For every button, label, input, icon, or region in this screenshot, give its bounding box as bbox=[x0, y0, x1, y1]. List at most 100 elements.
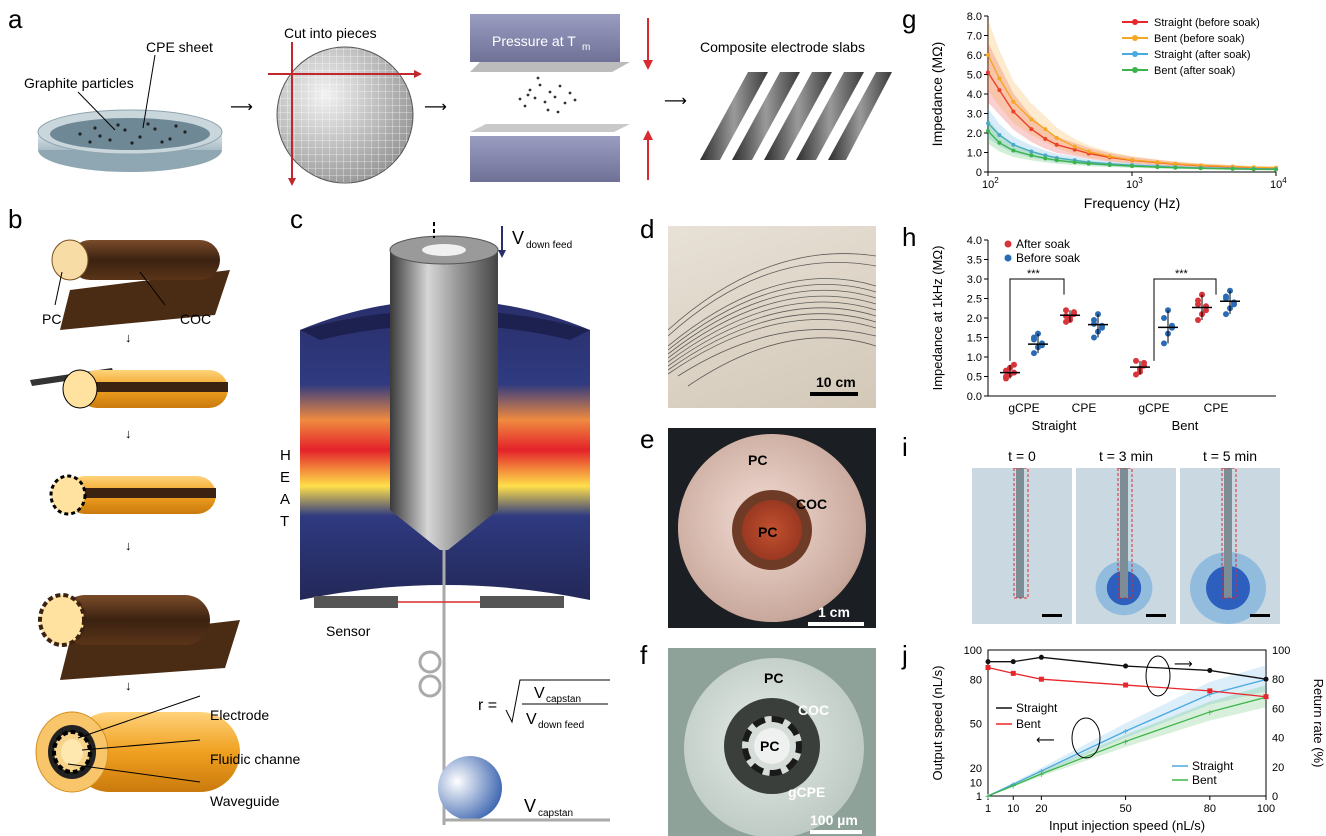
x-axis-label: Input injection speed (nL/s) bbox=[1049, 818, 1205, 833]
data-point bbox=[1263, 676, 1269, 682]
svg-text:H: H bbox=[280, 447, 291, 464]
data-point bbox=[1161, 315, 1167, 321]
data-point bbox=[1031, 336, 1037, 343]
scalebar-f: 100 µm bbox=[810, 812, 858, 828]
data-point bbox=[1231, 301, 1237, 308]
legend-marker-1 bbox=[1132, 35, 1138, 41]
data-point bbox=[997, 132, 1002, 137]
data-point bbox=[1173, 161, 1178, 166]
legend-label-3: Bent (after soak) bbox=[1154, 65, 1235, 77]
data-point bbox=[1011, 109, 1016, 114]
svg-text:V: V bbox=[512, 228, 524, 248]
label-cut-pieces: Cut into pieces bbox=[284, 25, 377, 41]
data-point bbox=[1086, 161, 1091, 166]
data-point bbox=[1039, 342, 1045, 349]
panel-b-illustration: PC COC ↓ ↓ ↓ ↓ Electrode Fluidic channel… bbox=[30, 239, 300, 809]
x-tick-label: 1 bbox=[985, 803, 991, 815]
panel-label-b: b bbox=[8, 204, 23, 234]
svg-text:↓: ↓ bbox=[125, 330, 132, 345]
data-point: + bbox=[1207, 690, 1213, 701]
svg-text:V: V bbox=[534, 685, 545, 702]
svg-text:down feed: down feed bbox=[526, 240, 572, 251]
label-electrode: Electrode bbox=[210, 707, 269, 723]
panel-label-g: g bbox=[902, 4, 917, 34]
data-point bbox=[1107, 162, 1112, 167]
data-point bbox=[1099, 324, 1105, 331]
y-tick-label: 1.0 bbox=[967, 352, 982, 364]
hot-press: Pressure at T m bbox=[470, 14, 630, 182]
data-point bbox=[986, 70, 990, 75]
x-tick-label: 50 bbox=[1119, 803, 1131, 815]
y-tick-label: 0.5 bbox=[967, 372, 982, 384]
svg-text:E: E bbox=[280, 469, 290, 486]
data-point bbox=[986, 129, 990, 134]
label-f-pc-outer: PC bbox=[764, 670, 784, 686]
legend-label-rate-0: Straight bbox=[1016, 701, 1058, 715]
data-point bbox=[1155, 165, 1160, 170]
data-point bbox=[997, 88, 1002, 93]
x-axis-label: Frequency (Hz) bbox=[1084, 195, 1180, 211]
svg-text:down feed: down feed bbox=[538, 720, 584, 731]
data-point bbox=[1203, 307, 1209, 314]
y-right-tick-label: 0 bbox=[1272, 791, 1278, 803]
photo-fiber-bundle: 10 cm bbox=[668, 226, 876, 408]
arrow-a3: ⟶ bbox=[664, 93, 687, 110]
scalebar bbox=[1250, 614, 1270, 617]
y-tick-label: 0.0 bbox=[967, 391, 982, 403]
scalebar-e: 1 cm bbox=[818, 604, 850, 620]
y-tick-label: 0 bbox=[976, 167, 982, 179]
dye-image-0 bbox=[972, 468, 1072, 624]
data-point: + bbox=[1038, 767, 1044, 778]
data-point bbox=[1011, 99, 1016, 104]
data-point bbox=[1123, 682, 1129, 688]
category-label: CPE bbox=[1204, 401, 1229, 415]
data-point: + bbox=[1123, 727, 1129, 738]
rate-line-0 bbox=[988, 656, 1267, 680]
panel-label-c: c bbox=[290, 204, 303, 234]
data-point bbox=[1173, 165, 1178, 170]
photo-fiber-cross-section: PC COC PC gCPE 100 µm bbox=[668, 648, 876, 836]
x-tick-label: 102 bbox=[982, 176, 999, 191]
data-point bbox=[1130, 164, 1134, 169]
petri-dish bbox=[37, 109, 223, 172]
data-point bbox=[1107, 154, 1112, 159]
data-point: + bbox=[985, 792, 991, 803]
svg-text:T: T bbox=[280, 513, 289, 530]
legend-label-2: Straight (after soak) bbox=[1154, 49, 1251, 61]
y-left-tick-label: 1 bbox=[976, 791, 982, 803]
data-point bbox=[1003, 373, 1009, 380]
legend-label-0: Straight (before soak) bbox=[1154, 17, 1260, 29]
data-point bbox=[1230, 166, 1235, 171]
x-tick-label: 80 bbox=[1204, 803, 1216, 815]
probe bbox=[1224, 468, 1232, 598]
probe-outline bbox=[1013, 468, 1029, 599]
group-label-bent: Bent bbox=[1172, 418, 1199, 433]
label-graphite-particles: Graphite particles bbox=[24, 75, 134, 91]
svg-text:m: m bbox=[582, 42, 590, 53]
label-waveguide: Waveguide bbox=[210, 793, 280, 809]
legend-label-out-1: Bent bbox=[1192, 773, 1217, 787]
data-point bbox=[1141, 359, 1147, 366]
y-tick-label: 7.0 bbox=[967, 31, 982, 43]
y-axis-label-right: Return rate (%) bbox=[1311, 679, 1326, 768]
panel-label-i: i bbox=[902, 432, 908, 462]
scalebar bbox=[1042, 614, 1062, 617]
label-e-pc-outer: PC bbox=[748, 452, 768, 468]
legend-marker-0 bbox=[1132, 19, 1138, 25]
data-point bbox=[1223, 311, 1229, 318]
x-tick-label: 100 bbox=[1257, 803, 1275, 815]
legend-label-1: Before soak bbox=[1016, 251, 1081, 265]
rate-axis-arrow: ⟶ bbox=[1174, 656, 1193, 671]
data-point bbox=[1011, 148, 1016, 153]
panel-label-f: f bbox=[640, 640, 648, 670]
data-point bbox=[1123, 663, 1129, 669]
data-point bbox=[1043, 153, 1048, 158]
y-tick-label: 4.0 bbox=[967, 89, 982, 101]
data-point bbox=[1195, 316, 1201, 323]
dye-image-2 bbox=[1180, 468, 1280, 624]
data-point bbox=[1198, 166, 1203, 171]
data-point bbox=[985, 665, 991, 671]
data-point bbox=[1207, 688, 1213, 694]
label-e-pc-inner: PC bbox=[758, 524, 778, 540]
data-point bbox=[1010, 670, 1016, 676]
